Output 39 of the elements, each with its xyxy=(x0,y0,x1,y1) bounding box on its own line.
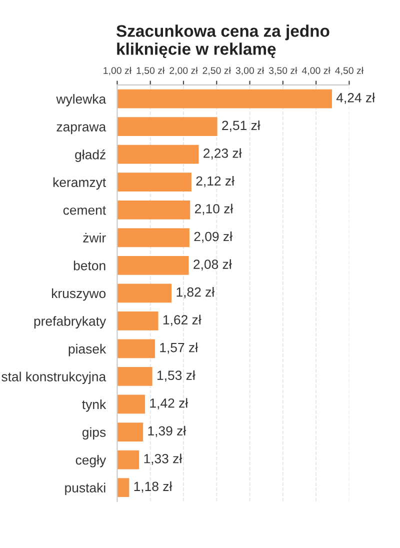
chart-title: Szacunkowa cena za jedno kliknięcie w reklamę xyxy=(116,24,330,58)
y-tick-label: cement xyxy=(63,206,106,215)
x-tick-label: 4,50 zł xyxy=(335,66,364,76)
y-tick-label: kruszywo xyxy=(52,288,106,301)
x-tick-label: 2,00 zł xyxy=(170,66,198,76)
data-label: 2,08 zł xyxy=(194,259,232,271)
y-tick-label: beton xyxy=(74,260,106,270)
data-label: 1,82 zł xyxy=(176,287,215,298)
data-label: 1,42 zł xyxy=(150,398,188,410)
x-tick-label: 2,50 zł xyxy=(202,66,231,76)
data-label: 2,51 zł xyxy=(222,120,260,132)
y-tick-label: pustaki xyxy=(65,482,106,496)
x-tick-label: 3,50 zł xyxy=(268,66,298,76)
y-tick-label: zaprawa xyxy=(56,124,106,134)
y-tick-label: keramzyt xyxy=(53,177,106,190)
y-tick-label: prefabrykaty xyxy=(34,316,106,328)
data-label: 4,24 zł xyxy=(336,92,375,104)
data-label: 1,57 zł xyxy=(160,342,198,354)
y-tick-label: gładź xyxy=(75,149,106,162)
data-label: 2,10 zł xyxy=(194,204,234,215)
y-tick-label: cegły xyxy=(76,454,106,468)
data-label: 1,33 zł xyxy=(144,454,182,465)
data-label: 1,39 zł xyxy=(148,426,186,438)
x-tick-label: 3,00 zł xyxy=(236,66,264,76)
x-tick-label: 1,00 zł xyxy=(104,66,132,76)
y-tick-label: stal konstrukcyjna xyxy=(2,372,106,384)
x-tick-label: 1,50 zł xyxy=(136,66,165,76)
y-tick-label: wylewka xyxy=(56,94,106,106)
data-label: 2,23 zł xyxy=(204,148,242,160)
data-label: 1,18 zł xyxy=(134,481,172,493)
y-tick-label: tynk xyxy=(82,399,106,412)
y-tick-label: gips xyxy=(82,427,106,440)
data-label: 2,12 zł xyxy=(196,176,234,188)
x-tick-label: 4,00 zł xyxy=(302,66,330,76)
y-tick-label: żwir xyxy=(83,232,106,242)
y-tick-label: piasek xyxy=(68,344,106,356)
data-label: 2,09 zł xyxy=(194,232,232,243)
data-label: 1,62 zł xyxy=(163,314,202,326)
data-label: 1,53 zł xyxy=(158,370,196,382)
